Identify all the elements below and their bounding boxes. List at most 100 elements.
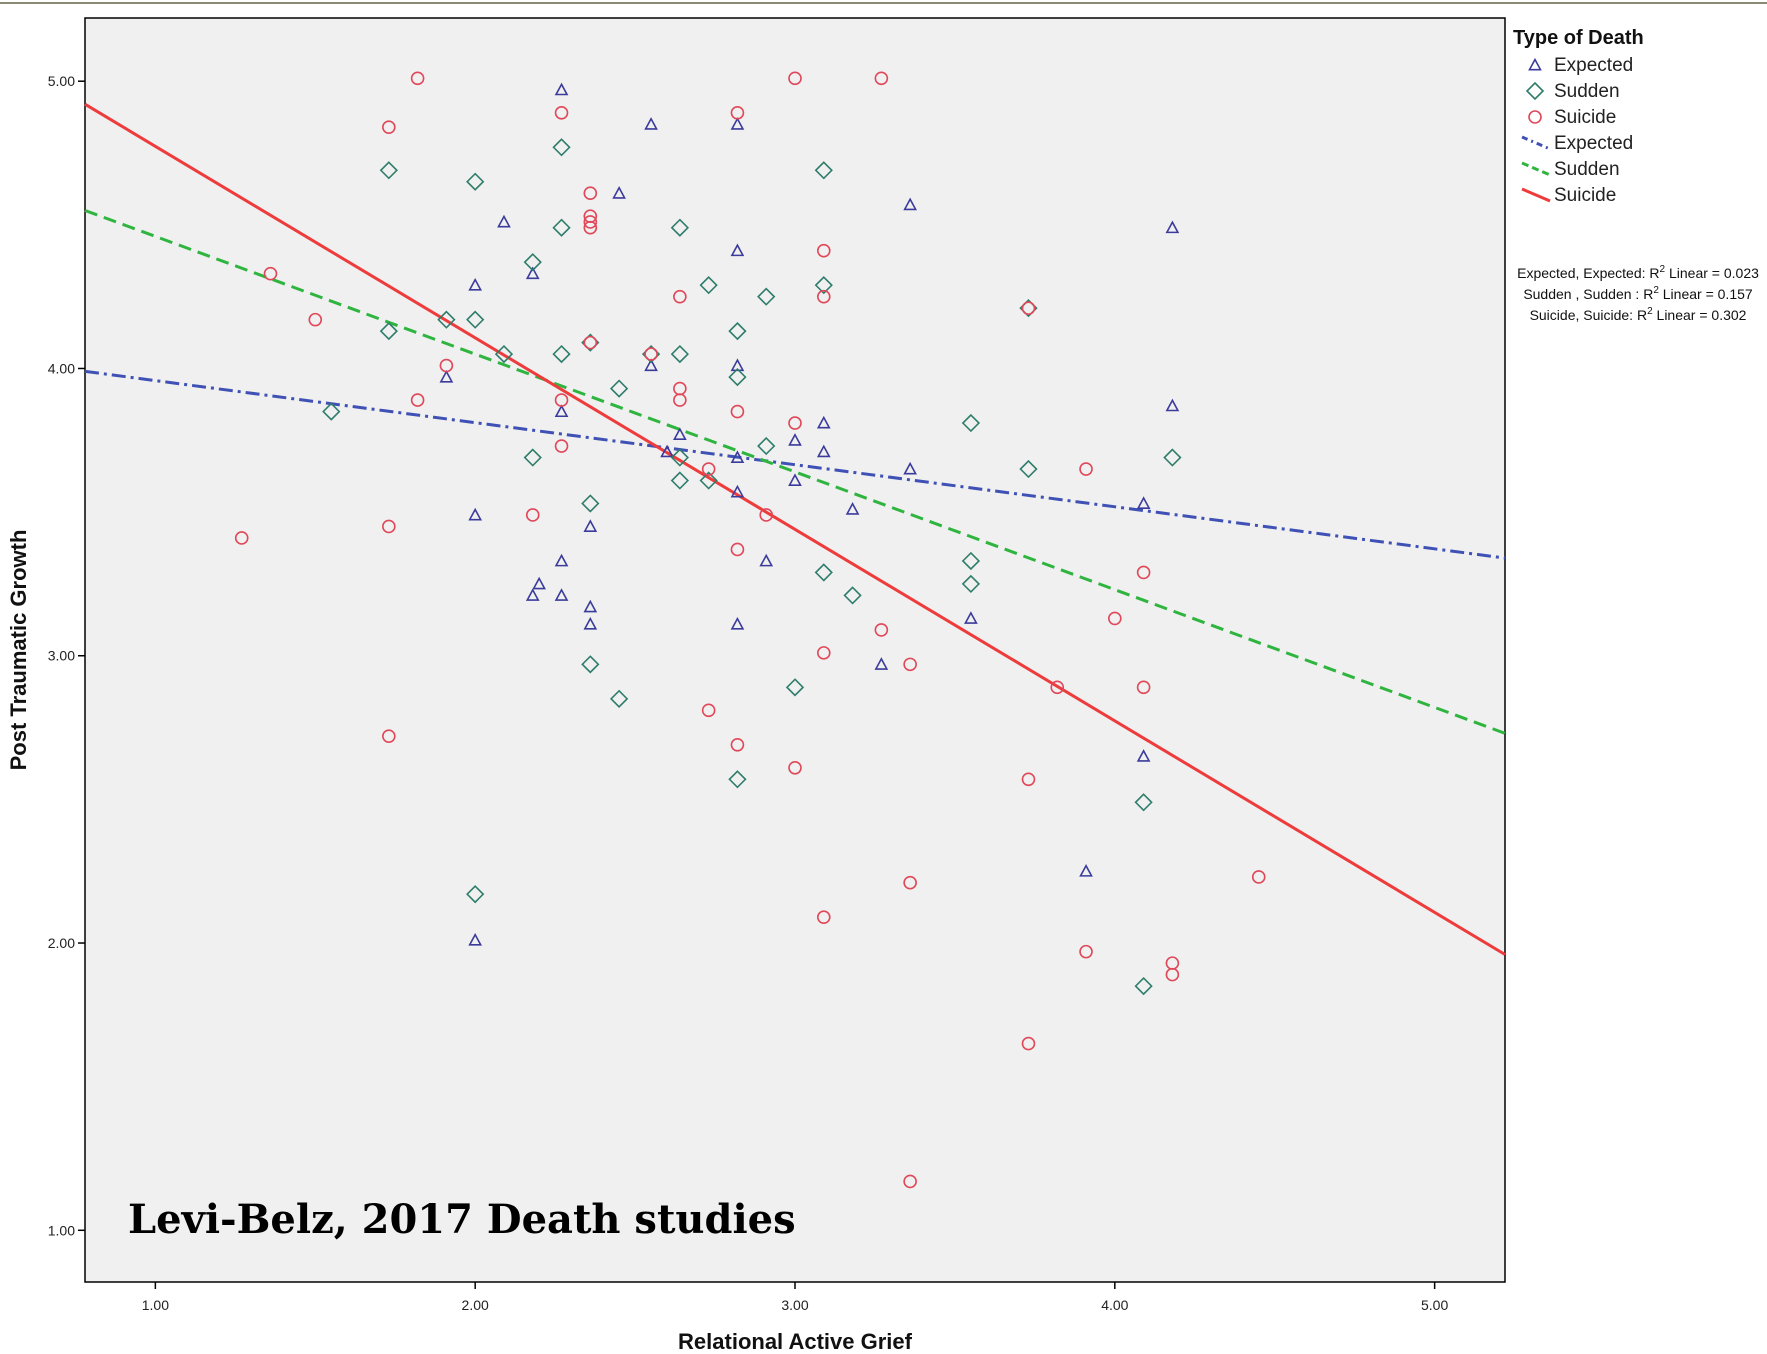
point-expected	[468, 277, 483, 291]
point-expected	[583, 599, 598, 613]
point-sudden	[1134, 976, 1153, 996]
point-sudden	[728, 770, 747, 789]
point-expected	[612, 186, 626, 199]
point-sudden	[1134, 793, 1153, 812]
point-suicide	[1050, 680, 1065, 695]
point-suicide	[554, 393, 569, 407]
y-tick-label: 3.00	[48, 648, 75, 664]
point-expected	[583, 519, 598, 532]
legend-label: Sudden	[1554, 81, 1620, 102]
y-tick-label: 4.00	[48, 360, 75, 376]
point-sudden	[1019, 459, 1038, 479]
point-expected	[845, 502, 860, 515]
legend-marker-suicide	[1528, 110, 1542, 124]
point-suicide	[439, 358, 454, 373]
point-expected	[903, 461, 917, 475]
point-suicide	[816, 289, 831, 304]
point-expected	[788, 473, 802, 486]
x-axis: 1.00 2.00 3.00 4.00 5.00	[142, 1282, 1448, 1313]
point-suicide	[1136, 565, 1151, 580]
point-expected	[730, 243, 745, 257]
point-suicide	[730, 106, 745, 120]
point-suicide	[382, 519, 396, 534]
point-sudden	[523, 448, 542, 467]
point-suicide	[1021, 301, 1036, 315]
legend-line-sudden	[1521, 161, 1551, 177]
point-sudden	[466, 172, 485, 191]
point-expected	[644, 358, 658, 372]
x-axis-title: Relational Active Grief	[678, 1329, 913, 1354]
point-suicide	[234, 531, 249, 545]
fit-line-sudden	[84, 209, 1506, 735]
point-suicide	[382, 120, 396, 134]
point-suicide	[874, 71, 889, 86]
point-suicide	[1165, 967, 1180, 982]
x-tick-label: 5.00	[1421, 1297, 1448, 1313]
point-suicide	[308, 312, 323, 327]
point-sudden	[961, 574, 981, 594]
point-suicide	[730, 542, 745, 557]
point-suicide	[903, 875, 917, 890]
point-expected	[439, 369, 454, 383]
fit-lines	[84, 102, 1506, 956]
point-suicide	[816, 910, 831, 924]
point-suicide	[874, 623, 889, 637]
point-suicide	[730, 737, 745, 752]
point-sudden	[757, 287, 776, 306]
point-expected	[1136, 749, 1151, 762]
caption-annotation: Levi-Belz, 2017 Death studies	[128, 1196, 796, 1243]
r-squared-label: Expected, Expected: R2 Linear = 0.023	[1517, 264, 1759, 281]
point-expected	[673, 427, 687, 441]
point-suicide	[410, 71, 425, 86]
point-expected	[903, 197, 917, 211]
point-expected	[816, 415, 831, 429]
point-sudden	[466, 885, 485, 904]
point-sudden	[379, 321, 398, 341]
point-suicide	[263, 266, 278, 281]
point-suicide	[673, 393, 687, 407]
point-sudden	[814, 161, 833, 180]
point-sudden	[609, 379, 629, 398]
point-suicide	[583, 186, 598, 201]
point-expected	[964, 611, 978, 624]
legend-line-expected	[1521, 135, 1551, 151]
point-sudden	[322, 402, 341, 421]
point-suicide	[701, 703, 716, 718]
point-expected	[554, 404, 569, 418]
point-suicide	[673, 289, 687, 304]
point-suicide	[759, 508, 774, 522]
y-tick-label: 2.00	[48, 935, 75, 951]
point-expected	[660, 444, 674, 458]
data-points	[234, 71, 1266, 1189]
point-sudden	[785, 678, 805, 697]
point-expected	[532, 576, 546, 590]
point-suicide	[525, 508, 540, 522]
legend-marker-sudden	[1525, 81, 1545, 101]
point-sudden	[699, 471, 718, 490]
point-suicide	[554, 106, 569, 120]
point-suicide	[701, 462, 716, 476]
point-expected	[730, 450, 745, 464]
legend-label: Expected	[1554, 133, 1633, 154]
x-tick-label: 3.00	[781, 1297, 808, 1313]
legend-label: Sudden	[1554, 159, 1620, 180]
point-sudden	[670, 344, 689, 364]
point-expected	[525, 266, 540, 280]
point-expected	[788, 433, 802, 446]
legend: Type of Death Expected Sudden Suicide Expec…	[1513, 27, 1644, 206]
point-expected	[1165, 398, 1180, 412]
point-sudden	[961, 551, 981, 571]
fit-line-expected	[84, 369, 1506, 560]
y-tick-label: 1.00	[48, 1222, 75, 1238]
legend-title: Type of Death	[1513, 27, 1644, 49]
r-squared-labels: Expected, Expected: R2 Linear = 0.023 Sud…	[1517, 264, 1759, 323]
point-expected	[554, 588, 569, 601]
legend-line-suicide	[1521, 187, 1551, 203]
point-expected	[759, 553, 774, 567]
point-expected	[1165, 220, 1180, 234]
point-suicide	[1021, 1036, 1036, 1051]
point-sudden	[670, 218, 689, 237]
point-suicide	[583, 215, 598, 229]
point-suicide	[554, 439, 569, 453]
point-sudden	[670, 471, 689, 490]
